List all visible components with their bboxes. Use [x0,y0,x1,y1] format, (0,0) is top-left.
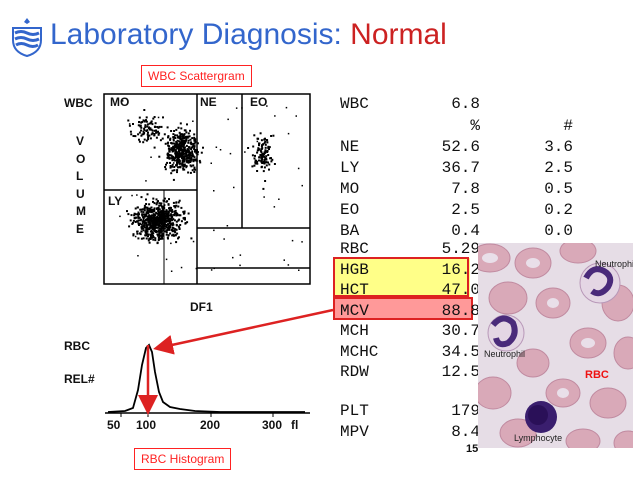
result-cell: 8.4 [451,423,480,441]
result-cell: 47.0 [441,281,480,299]
result-cell: HGB [340,260,369,279]
scatter-y-label: WBC [64,96,93,110]
histogram-tick-300: 300 [262,418,283,432]
result-cell: 16.2 [441,260,480,279]
label-neutrophil-left: Neutrophil [484,349,526,359]
result-cell: 0.5 [544,180,573,198]
result-cell: 2.5 [544,159,573,177]
result-cell: 5.29 [441,240,480,258]
result-cell: 36.7 [441,159,480,177]
histogram-tick-50: 50 [107,418,121,432]
university-shield-icon [12,18,42,58]
result-cell: 12.5 [441,363,480,381]
hgb-hct-highlight [334,258,470,298]
region-mo: MO [110,95,130,109]
row-mcv: MCV 88.8 [340,302,580,322]
result-cell: 52.6 [441,138,480,156]
volume-letter: M [76,204,86,218]
row-plt: PLT 179 [340,402,580,422]
slide-title: Laboratory Diagnosis: Normal [50,18,447,52]
region-eo: EO [250,95,268,109]
result-cell: 0.4 [451,222,480,240]
mcv-highlight [333,297,473,320]
volume-letter: O [76,151,86,166]
result-cell: 2.5 [451,201,480,219]
result-cell: 34.5 [441,342,480,361]
result-cell: NE [340,138,360,156]
row-hct: HCT 47.0 [340,281,580,301]
label-neutrophil-top: Neutrophil [595,259,633,269]
volume-letter: U [76,186,85,201]
result-cell: 0.0 [544,222,573,240]
region-ne: NE [200,95,217,109]
row-rdw: RDW 12.5 [340,363,580,383]
result-cell: RBC [340,240,369,258]
histogram-label: RBC Histogram [134,448,232,470]
result-cell: MO [340,180,360,198]
row-mchc: MCHC 34.5 [340,343,580,363]
hgb-hct-border [333,257,469,297]
result-cell: 6.8 [451,95,480,113]
histogram-tick-unit: fl [291,418,299,432]
row-ba: BA 0.4 0.0 [340,222,580,242]
row-hgb: HGB 16.2 [340,261,580,281]
result-cell: # [563,117,573,135]
row-mo: MO 7.8 0.5 [340,180,580,200]
result-cell: MPV [340,423,369,441]
result-cell: MCHC [340,342,379,361]
result-cell: BA [340,222,360,240]
result-cell: 179 [451,402,480,420]
volume-letter: V [76,134,85,148]
page-number: 15 [466,443,479,455]
result-cell: 0.2 [544,201,573,219]
label-rbc: RBC [585,369,609,381]
row-mch: MCH 30.7 [340,322,580,342]
result-cell: MCH [340,322,369,340]
row-ne: NE 52.6 3.6 [340,138,580,158]
histogram-tick-100: 100 [136,418,157,432]
result-cell: 30.7 [441,322,480,340]
result-cell: HCT [340,281,369,299]
label-lymphocyte: Lymphocyte [514,433,563,443]
histogram-tick-200: 200 [200,418,221,432]
row-ly: LY 36.7 2.5 [340,159,580,179]
result-cell: % [470,117,480,135]
row-rbc: RBC 5.29 [340,240,580,260]
volume-letter: L [76,169,84,183]
row-wbc: WBC 6.8 [340,95,580,115]
result-cell: MCV [340,301,369,320]
result-cell: PLT [340,402,369,420]
result-cell: WBC [340,95,369,113]
blood-smear-micrograph: Neutrophil Neutrophil RBC Lymphocyte [478,243,633,448]
volume-letter: E [76,221,85,236]
scattergram-label: WBC Scattergram [141,65,252,87]
wbc-scattergram: MO NE EO LY [102,90,312,286]
result-cell: 7.8 [451,180,480,198]
row-eo: EO 2.5 0.2 [340,201,580,221]
result-cell: EO [340,201,360,219]
result-cell: 3.6 [544,138,573,156]
result-cell: 88.8 [441,301,480,320]
row-mpv: MPV 8.4 [340,423,580,443]
row-headers: % # [340,117,580,137]
histogram-y-label-2: REL# [64,372,95,386]
result-cell: RDW [340,363,369,381]
histogram-y-label-1: RBC [64,339,90,353]
region-ly: LY [108,194,123,208]
result-cell: LY [340,159,360,177]
scatter-x-label: DF1 [190,300,213,314]
title-highlight: Normal [350,18,447,51]
title-main: Laboratory Diagnosis: [50,18,351,51]
